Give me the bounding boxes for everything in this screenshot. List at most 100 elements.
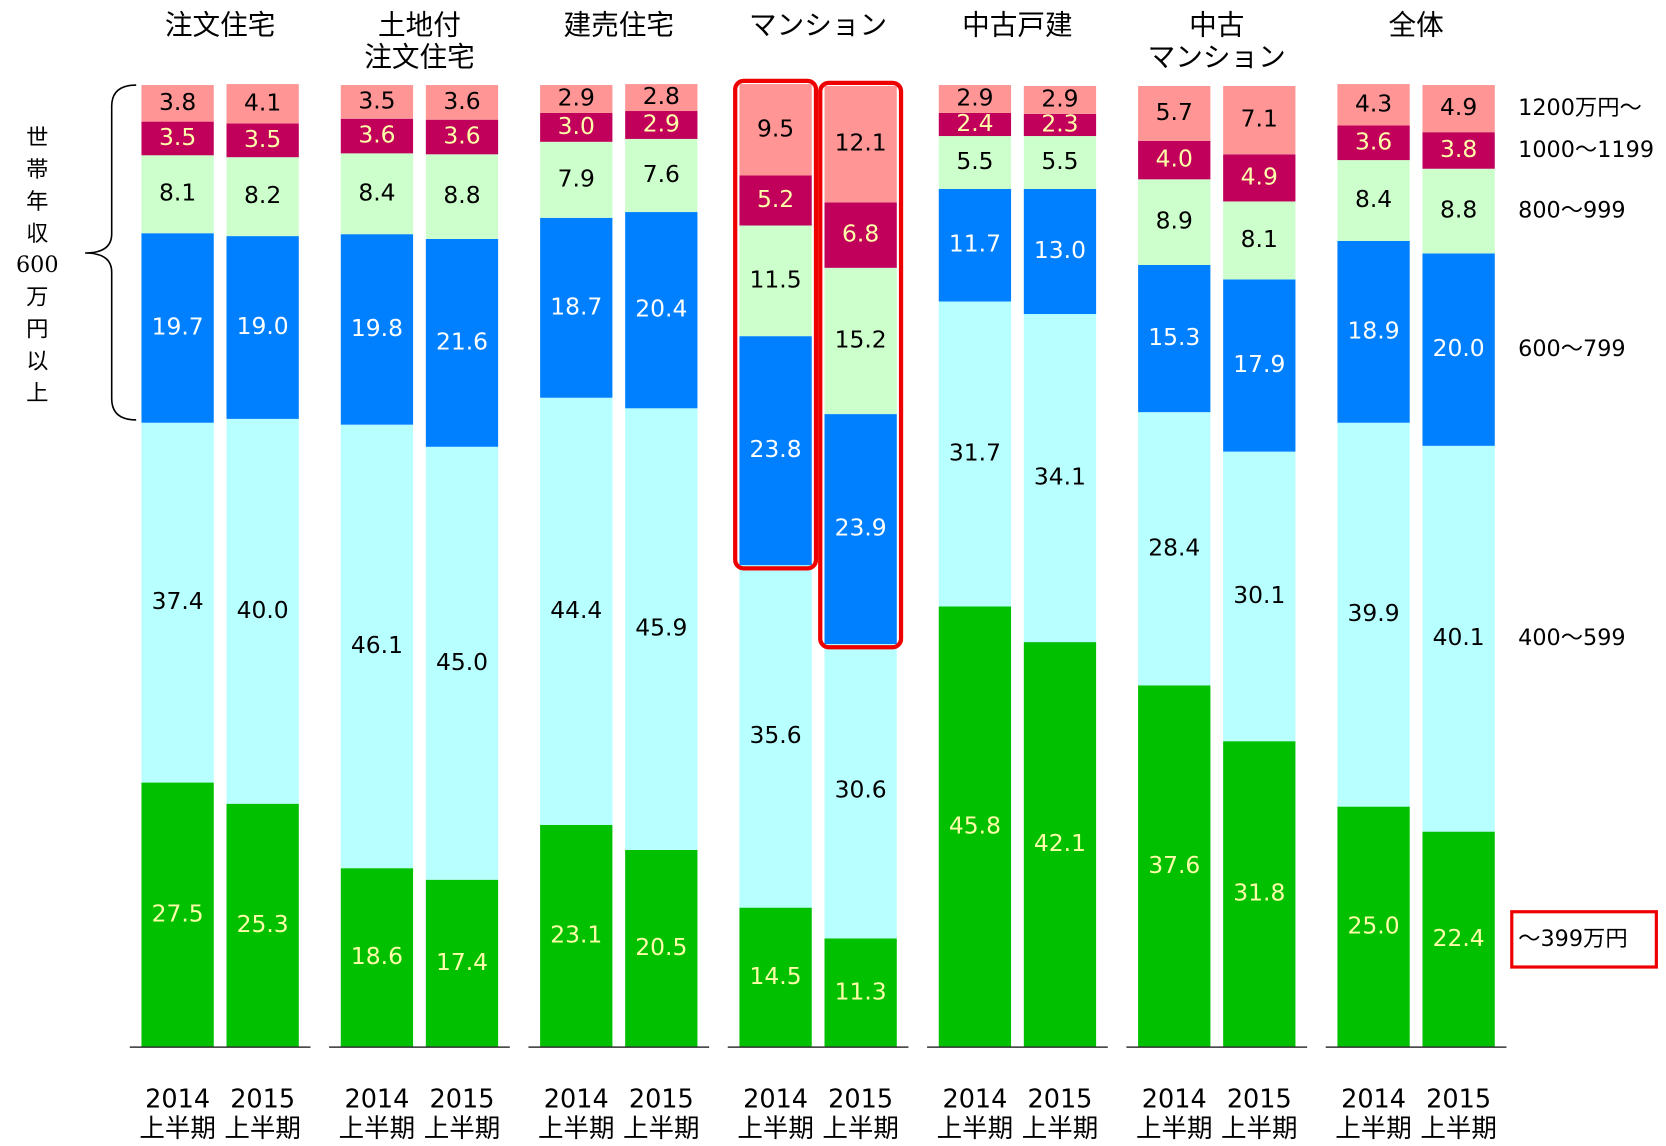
value-label: 45.0 — [436, 648, 488, 676]
value-label: 35.6 — [750, 721, 802, 749]
value-label: 4.1 — [244, 88, 281, 116]
value-label: 5.7 — [1156, 98, 1193, 126]
bar-segment — [625, 138, 698, 213]
bar-segment — [938, 112, 1012, 137]
value-label: 31.8 — [1233, 879, 1285, 907]
value-label: 18.6 — [351, 942, 403, 970]
legend-label: ～399万円 — [1518, 926, 1628, 952]
value-label: 23.8 — [750, 435, 802, 463]
value-label: 30.1 — [1233, 581, 1285, 609]
value-label: 45.9 — [635, 614, 687, 642]
bar-segment — [1223, 451, 1296, 742]
value-label: 25.3 — [237, 910, 289, 938]
bar-segment — [938, 606, 1012, 1048]
value-label: 8.2 — [244, 181, 281, 209]
bar-segment — [1337, 422, 1410, 807]
bar-segment — [824, 202, 897, 268]
value-label: 14.5 — [750, 962, 802, 990]
value-label: 3.8 — [159, 88, 196, 116]
legend-label: 1000～1199 — [1518, 137, 1654, 163]
bar-segment — [425, 154, 499, 239]
value-label: 15.2 — [835, 325, 887, 353]
group-title: 建売住宅 — [564, 9, 675, 42]
bar-segment — [1223, 279, 1296, 452]
value-label: 3.6 — [443, 87, 480, 115]
x-tick-label: 2015 上半期 — [822, 1084, 899, 1144]
bar-segment — [425, 879, 499, 1048]
bar-segment — [540, 217, 613, 398]
group-title: マンション — [749, 9, 887, 42]
bar-segment — [226, 418, 299, 804]
value-label: 4.9 — [1241, 162, 1278, 190]
bar-segment — [824, 938, 897, 1048]
bar-segment — [1138, 412, 1211, 686]
value-label: 4.0 — [1156, 145, 1193, 173]
value-label: 28.4 — [1148, 533, 1200, 561]
bar-segment — [340, 118, 414, 154]
value-label: 17.4 — [436, 948, 488, 976]
value-label: 5.5 — [1041, 147, 1078, 175]
value-label: 19.7 — [152, 312, 204, 340]
value-label: 2.9 — [643, 109, 680, 137]
x-tick-label: 2014 上半期 — [538, 1084, 615, 1144]
value-label: 31.7 — [949, 439, 1001, 467]
group-title: 注文住宅 — [165, 9, 276, 42]
value-label: 44.4 — [550, 596, 602, 624]
x-tick-label: 2015 上半期 — [1420, 1084, 1497, 1144]
value-label: 30.6 — [835, 776, 887, 804]
bar-segment — [824, 267, 897, 415]
value-label: 22.4 — [1433, 924, 1485, 952]
value-label: 5.5 — [956, 147, 993, 175]
value-label: 3.6 — [358, 121, 395, 149]
bar-segment — [226, 84, 299, 124]
brace — [85, 84, 137, 421]
bar-segment — [1138, 86, 1211, 141]
value-label: 2.9 — [1041, 84, 1078, 112]
value-label: 3.8 — [1440, 135, 1477, 163]
bar-segment — [226, 803, 299, 1048]
value-label: 42.1 — [1034, 829, 1086, 857]
value-label: 37.4 — [152, 587, 204, 615]
bar-segment — [226, 123, 299, 158]
legend-label: 600～799 — [1518, 336, 1626, 362]
bar-segment — [141, 121, 214, 156]
value-label: 45.8 — [949, 811, 1001, 839]
value-label: 40.1 — [1433, 623, 1485, 651]
value-label: 34.1 — [1034, 463, 1086, 491]
bar-segment — [425, 85, 499, 120]
value-label: 20.0 — [1433, 334, 1485, 362]
highlight-box — [818, 80, 904, 650]
bar-segment — [141, 155, 214, 234]
bar-segment — [1138, 140, 1211, 180]
value-label: 11.7 — [949, 230, 1001, 258]
bar-segment — [824, 86, 897, 203]
bar-segment — [1422, 85, 1495, 133]
bar-segment — [938, 188, 1012, 302]
bar-segment — [340, 868, 414, 1048]
bar-segment — [938, 136, 1012, 189]
bar-segment — [625, 111, 698, 139]
value-label: 2.4 — [956, 109, 993, 137]
value-label: 7.6 — [643, 160, 680, 188]
x-tick-label: 2014 上半期 — [737, 1084, 814, 1144]
value-label: 11.5 — [750, 265, 802, 293]
value-label: 13.0 — [1034, 236, 1086, 264]
x-tick-label: 2015 上半期 — [224, 1084, 301, 1144]
bar-segment — [739, 175, 812, 226]
bar-segment — [340, 234, 414, 425]
bar-segment — [141, 782, 214, 1048]
bar-segment — [1223, 154, 1296, 202]
bar-segment — [540, 824, 613, 1048]
bar-segment — [340, 153, 414, 235]
bar-segment — [625, 408, 698, 850]
value-label: 8.9 — [1156, 207, 1193, 235]
value-label: 4.9 — [1440, 93, 1477, 121]
x-tick-label: 2014 上半期 — [339, 1084, 416, 1144]
bar-segment — [340, 85, 414, 119]
bar-segment — [1138, 179, 1211, 265]
value-label: 8.8 — [443, 181, 480, 209]
value-label: 23.9 — [835, 514, 887, 542]
bar-segment — [141, 85, 214, 122]
bar-segment — [1023, 136, 1097, 189]
bar-segment — [540, 397, 613, 825]
